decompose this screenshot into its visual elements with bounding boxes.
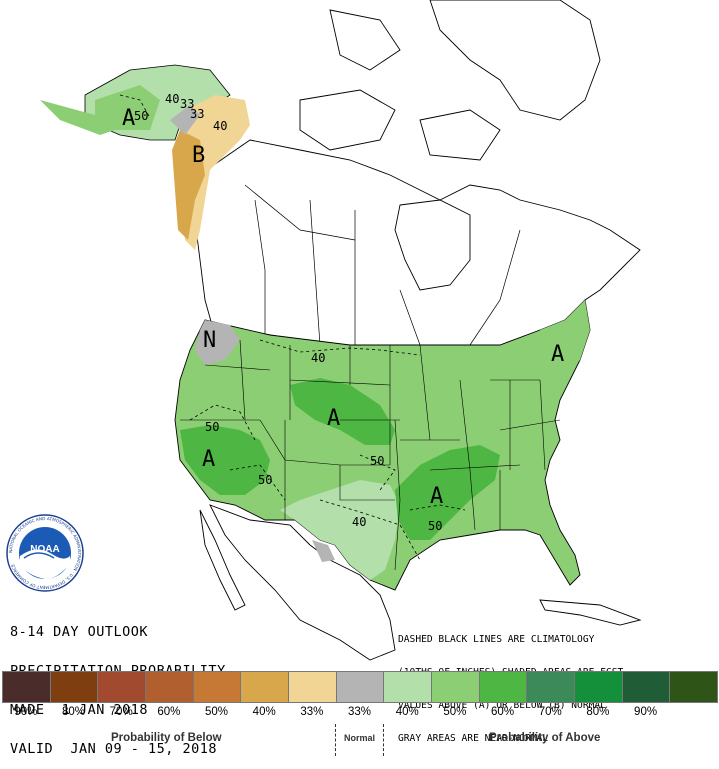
- above-50-south: [395, 445, 500, 540]
- label-ak-A: A: [122, 106, 135, 131]
- noaa-logo: NATIONAL OCEANIC AND ATMOSPHERIC ADMINIS…: [6, 514, 84, 592]
- legend-swatch: [431, 671, 480, 703]
- mexico-outline: [209, 504, 396, 661]
- legend-label: 60%: [491, 706, 515, 718]
- title-line-4: VALID JAN 09 - 15, 2018: [10, 741, 218, 757]
- label-A-south: A: [430, 484, 443, 509]
- logo-text: NOAA: [30, 544, 59, 555]
- above-40-ne: [538, 300, 590, 375]
- legend-label: 70%: [109, 706, 133, 718]
- legend-swatch: [288, 671, 337, 703]
- title-line-3: MADE 1 JAN 2018: [10, 702, 149, 718]
- label-us-50-se: 50: [428, 519, 442, 533]
- legend-label: 90%: [634, 706, 658, 718]
- arctic-island-outline-3: [419, 109, 501, 161]
- note-line-4: GRAY AREAS ARE NEAR-NORMAL: [398, 733, 549, 744]
- normal-caption: Normal: [344, 733, 376, 743]
- precipitation-outlook-map: 40 33 33 40 50 A B N 40 50 50 50 40 50 A…: [40, 0, 642, 661]
- label-ak-33a: 33: [180, 97, 194, 111]
- title-line-1: 8-14 DAY OUTLOOK: [10, 624, 149, 640]
- legend-swatch: [478, 671, 528, 703]
- alaska-region: [40, 64, 250, 250]
- label-ak-B: B: [192, 143, 205, 168]
- near-normal-nw: [195, 320, 240, 365]
- legend-label: 70%: [538, 706, 562, 718]
- label-us-40-south: 40: [352, 515, 366, 529]
- legend-swatch: [574, 671, 623, 703]
- legend-label: 50%: [205, 706, 229, 718]
- label-us-40-north: 40: [311, 351, 325, 365]
- hudson-bay-outline: [394, 199, 471, 291]
- label-A-north: A: [327, 406, 340, 431]
- legend-swatch: [49, 671, 99, 703]
- label-ak-40b: 40: [213, 119, 227, 133]
- legend-label: 33%: [300, 706, 324, 718]
- below-caption: Probability of Below: [111, 732, 222, 744]
- label-us-50-west: 50: [205, 420, 219, 434]
- above-caption: Probability of Above: [489, 732, 601, 744]
- state-borders: [180, 339, 561, 571]
- probability-legend: [2, 671, 719, 705]
- arctic-island-outline: [329, 9, 401, 71]
- legend-swatch: [240, 671, 290, 703]
- legend-label: 40%: [252, 706, 276, 718]
- cuba-outline: [539, 599, 642, 626]
- above-33-south: [280, 480, 400, 580]
- legend-swatch: [2, 671, 51, 703]
- label-ak-33b: 33: [190, 107, 204, 121]
- label-ak-50: 50: [134, 109, 148, 123]
- legend-swatch: [621, 671, 671, 703]
- legend-swatch: [526, 671, 576, 703]
- baja-outline: [199, 509, 246, 611]
- legend-label: 50%: [443, 706, 467, 718]
- label-A-west: A: [202, 447, 215, 472]
- legend-label: 33%: [348, 706, 372, 718]
- legend-label: 60%: [157, 706, 181, 718]
- legend-label: [669, 706, 717, 720]
- note-line-1: DASHED BLACK LINES ARE CLIMATOLOGY: [398, 634, 595, 645]
- greenland-outline: [429, 0, 601, 121]
- legend-label: 40%: [395, 706, 419, 718]
- legend-swatch: [383, 671, 433, 703]
- label-nw-N: N: [203, 328, 216, 353]
- province-borders: [244, 184, 521, 346]
- legend-labels: 90% 80% 70% 60% 50% 40% 33% 33% 40% 50% 60% 70% 80% 9…: [2, 706, 717, 720]
- climatology-lines: [119, 94, 466, 561]
- legend-label: 80%: [61, 706, 86, 718]
- near-normal-south: [312, 540, 335, 562]
- label-us-50-sw: 50: [258, 473, 272, 487]
- legend-label: 90%: [14, 706, 38, 718]
- note-line-3: VALUES ABOVE (A) OR BELOW (B) NORMAL: [398, 700, 606, 711]
- legend-swatch: [335, 671, 385, 703]
- legend-swatch: [192, 671, 242, 703]
- normal-divider-right: [383, 724, 384, 756]
- normal-divider-left: [335, 724, 336, 756]
- legend-swatch: [669, 671, 719, 703]
- label-ak-40: 40: [165, 92, 179, 106]
- legend-swatch: [145, 671, 194, 703]
- map-labels: 40 33 33 40 50 A B N 40 50 50 50 40 50 A…: [122, 92, 564, 533]
- above-50-north: [290, 378, 395, 445]
- conus-region: [174, 299, 591, 591]
- legend-swatch: [97, 671, 147, 703]
- arctic-island-outline-2: [299, 89, 396, 151]
- above-50-west: [180, 425, 270, 495]
- legend-label: 80%: [586, 706, 610, 718]
- label-us-50-plains: 50: [370, 454, 384, 468]
- label-A-east: A: [551, 342, 564, 367]
